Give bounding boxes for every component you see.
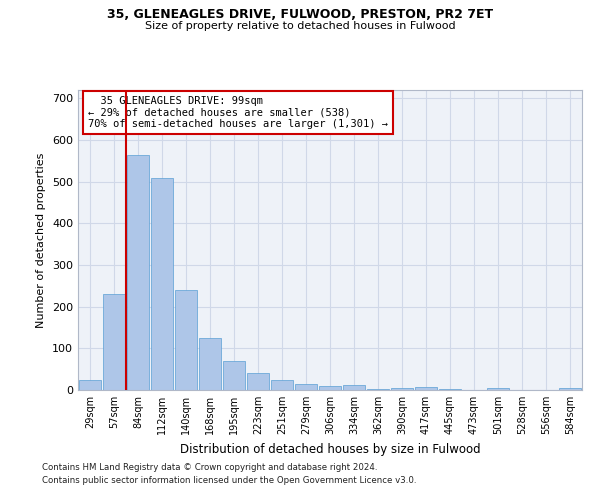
Bar bbox=[247, 374, 269, 390]
Bar bbox=[391, 388, 413, 390]
Bar bbox=[151, 178, 173, 390]
Bar bbox=[199, 338, 221, 390]
Bar bbox=[367, 389, 389, 390]
Bar bbox=[223, 361, 245, 390]
Bar bbox=[103, 294, 125, 390]
Bar bbox=[415, 386, 437, 390]
Bar bbox=[175, 290, 197, 390]
Bar bbox=[295, 384, 317, 390]
Text: 35, GLENEAGLES DRIVE, FULWOOD, PRESTON, PR2 7ET: 35, GLENEAGLES DRIVE, FULWOOD, PRESTON, … bbox=[107, 8, 493, 20]
Y-axis label: Number of detached properties: Number of detached properties bbox=[37, 152, 46, 328]
Text: 35 GLENEAGLES DRIVE: 99sqm
← 29% of detached houses are smaller (538)
70% of sem: 35 GLENEAGLES DRIVE: 99sqm ← 29% of deta… bbox=[88, 96, 388, 129]
Text: Contains HM Land Registry data © Crown copyright and database right 2024.: Contains HM Land Registry data © Crown c… bbox=[42, 464, 377, 472]
Bar bbox=[559, 388, 581, 390]
Bar bbox=[319, 386, 341, 390]
Bar bbox=[127, 154, 149, 390]
Bar bbox=[271, 380, 293, 390]
Text: Size of property relative to detached houses in Fulwood: Size of property relative to detached ho… bbox=[145, 21, 455, 31]
Text: Distribution of detached houses by size in Fulwood: Distribution of detached houses by size … bbox=[179, 442, 481, 456]
Bar bbox=[79, 380, 101, 390]
Bar bbox=[439, 389, 461, 390]
Text: Contains public sector information licensed under the Open Government Licence v3: Contains public sector information licen… bbox=[42, 476, 416, 485]
Bar bbox=[487, 388, 509, 390]
Bar bbox=[343, 386, 365, 390]
